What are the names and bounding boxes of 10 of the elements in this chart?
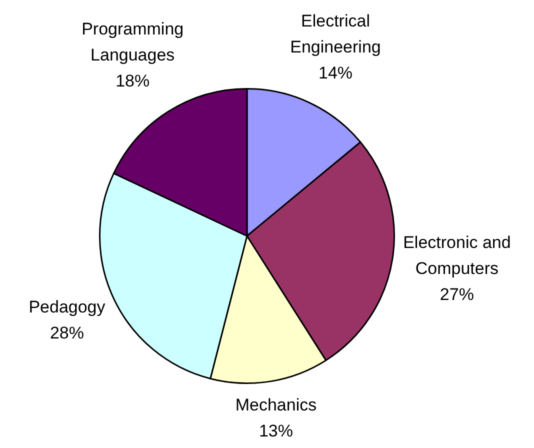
data-label: 18% bbox=[116, 71, 150, 90]
data-label: 14% bbox=[318, 64, 353, 83]
slice-label: Mechanics bbox=[235, 396, 317, 415]
slice-label: Programming Languages bbox=[82, 19, 184, 64]
slice-label: Electronic and Computers bbox=[403, 232, 511, 278]
slice-label: Pedagogy bbox=[28, 297, 106, 316]
data-label: 28% bbox=[50, 323, 84, 342]
data-label: 13% bbox=[258, 422, 293, 441]
slice-label: Electrical Engineering bbox=[290, 12, 381, 57]
data-label: 27% bbox=[440, 284, 474, 304]
